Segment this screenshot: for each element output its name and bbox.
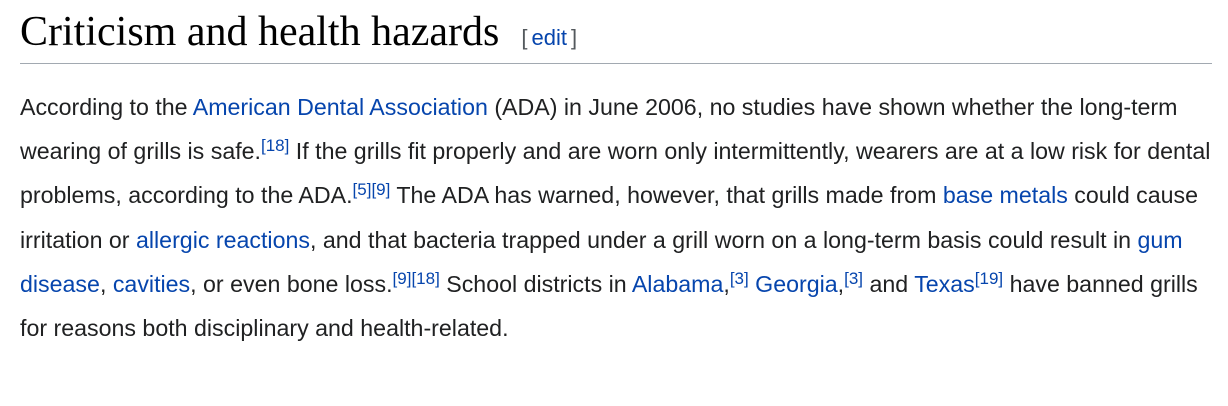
reference-link-9[interactable]: [9] [392,268,412,288]
reference-18: [18] [411,269,439,288]
reference-3: [3] [730,269,749,288]
paragraph-text: could cause irritation or [20,182,1199,253]
paragraph-text: , [837,270,845,297]
reference-link-18[interactable]: [18] [411,268,440,288]
article-section: Criticism and health hazards [edit] Acco… [20,8,1212,350]
reference-9: [9] [371,180,390,199]
section-heading-row: Criticism and health hazards [edit] [20,8,1212,64]
reference-link-19[interactable]: [19] [974,268,1004,288]
paragraph-text: , or even bone loss. [190,270,393,297]
link-american-dental-association[interactable]: American Dental Association [192,94,488,120]
reference-18: [18] [261,136,289,155]
section-heading: Criticism and health hazards [20,9,500,55]
paragraph-text: (ADA) in June 2006, no studies have show… [20,94,1178,165]
edit-link[interactable]: edit [531,25,567,50]
reference-link-18[interactable]: [18] [261,136,290,156]
paragraph-text: , [99,270,113,297]
link-alabama[interactable]: Alabama [631,270,724,297]
paragraph-text: If the grills fit properly and are worn … [20,138,1211,209]
reference-link-3[interactable]: [3] [729,268,749,288]
reference-9: [9] [393,269,412,288]
paragraph-text: The ADA has warned, however, that grills… [390,182,943,209]
paragraph-text: According to the [20,94,193,120]
reference-link-3[interactable]: [3] [844,268,864,288]
paragraph-text: and [863,270,915,297]
link-cavities[interactable]: cavities [112,270,191,297]
reference-link-5[interactable]: [5] [352,180,372,200]
edit-close-bracket: ] [570,25,578,50]
reference-5: [5] [353,180,372,199]
article-paragraph: According to the American Dental Associa… [20,85,1212,350]
reference-19: [19] [975,269,1003,288]
link-allergic-reactions[interactable]: allergic reactions [135,226,310,253]
edit-open-bracket: [ [521,25,528,50]
link-base-metals[interactable]: base metals [942,182,1068,209]
link-texas[interactable]: Texas [914,270,975,297]
paragraph-text: have banned grills for reasons both disc… [20,270,1198,342]
paragraph-text: School districts in [439,270,632,297]
edit-section-link-group: [edit] [521,25,577,51]
reference-3: [3] [844,269,863,288]
link-gum-disease[interactable]: gum disease [20,226,1183,297]
paragraph-text: , [723,270,730,297]
reference-link-9[interactable]: [9] [371,180,391,200]
paragraph-text: , and that bacteria trapped under a gril… [309,226,1138,253]
link-georgia[interactable]: Georgia [755,270,838,297]
